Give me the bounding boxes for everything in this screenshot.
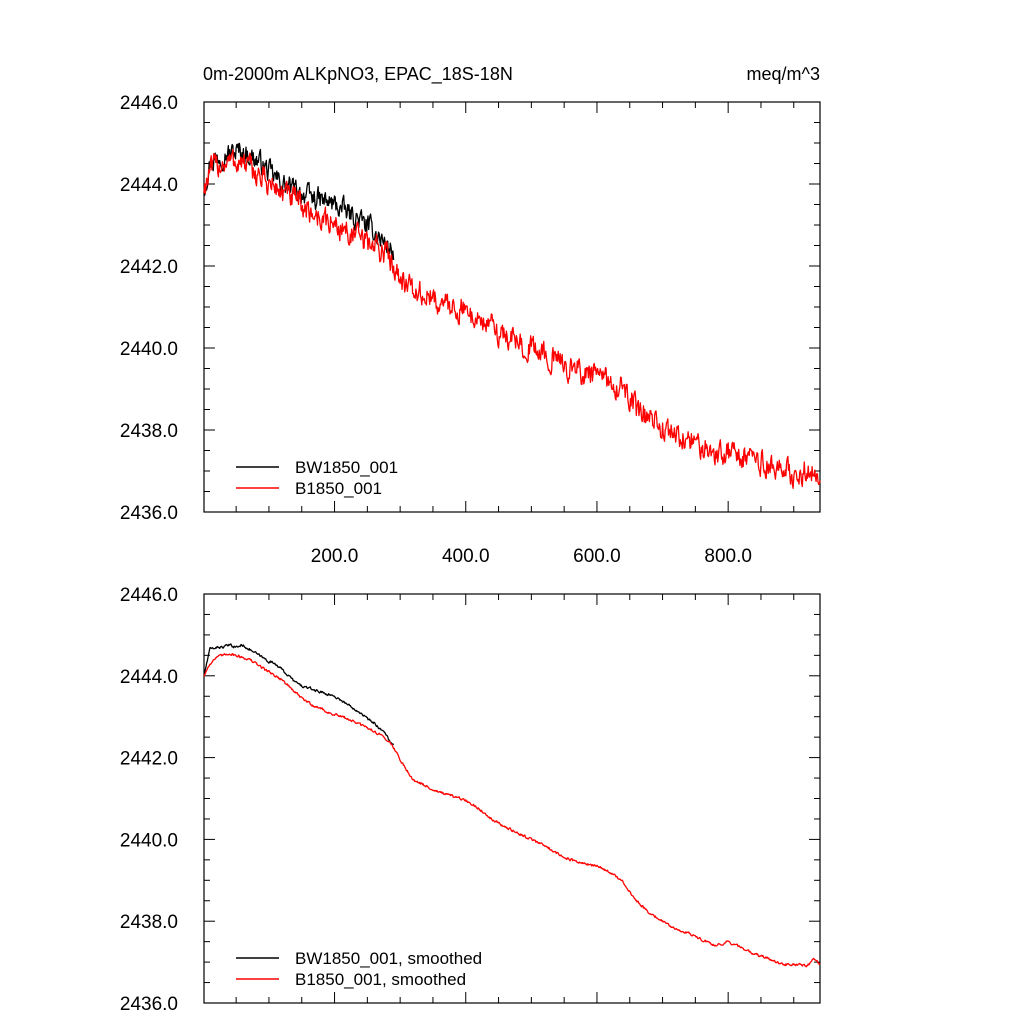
bottom-series-line-red [203,653,821,968]
chart-title: 0m-2000m ALKpNO3, EPAC_18S-18N [203,64,513,85]
top-y-tick-label: 2438.0 [120,421,178,442]
bottom-y-tick-label: 2436.0 [120,994,178,1015]
top-y-tick-label: 2440.0 [120,339,178,360]
top-x-tick-label: 800.0 [704,546,752,567]
units-label: meq/m^3 [747,64,820,84]
top-series-line-red [203,148,821,489]
top-legend-label: BW1850_001 [295,458,398,477]
top-panel: 2436.0 2438.0 2440.0 2442.0 2444.0 2446.0 200.… [120,93,821,567]
top-x-tick-label: 600.0 [573,546,621,567]
top-y-tick-label: 2442.0 [120,257,178,278]
top-y-tick-label: 2444.0 [120,175,178,196]
top-y-tick-label: 2446.0 [120,93,178,114]
bottom-y-tick-label: 2446.0 [120,585,178,606]
top-y-tick-label: 2436.0 [120,503,178,524]
top-legend-label: B1850_001 [295,479,382,498]
bottom-y-tick-label: 2442.0 [120,749,178,770]
top-x-tick-label: 400.0 [442,546,490,567]
bottom-y-tick-label: 2444.0 [120,667,178,688]
bottom-y-tick-label: 2438.0 [120,912,178,933]
bottom-y-tick-label: 2440.0 [120,830,178,851]
bottom-panel: 2436.0 2438.0 2440.0 2442.0 2444.0 2446.0 BW18… [120,585,821,1015]
bottom-series-line-black [203,643,395,746]
bottom-legend-label: BW1850_001, smoothed [295,949,482,968]
top-x-tick-label: 200.0 [311,546,359,567]
bottom-legend-label: B1850_001, smoothed [295,970,466,989]
